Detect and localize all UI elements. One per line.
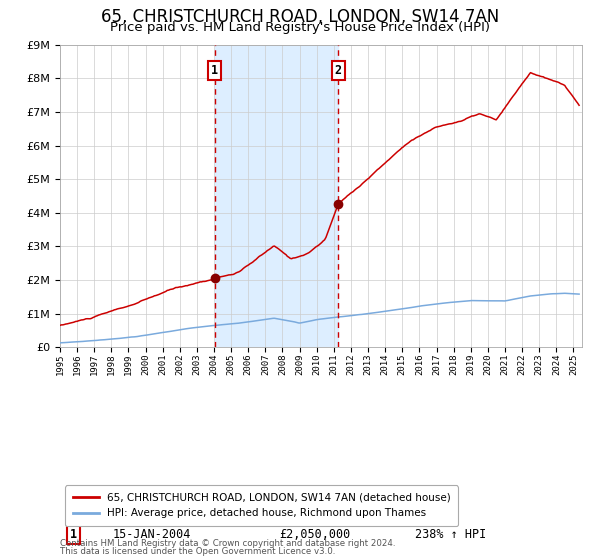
Text: 1: 1 (211, 64, 218, 77)
Text: £2,050,000: £2,050,000 (279, 528, 350, 541)
Text: This data is licensed under the Open Government Licence v3.0.: This data is licensed under the Open Gov… (60, 547, 335, 556)
Text: 65, CHRISTCHURCH ROAD, LONDON, SW14 7AN: 65, CHRISTCHURCH ROAD, LONDON, SW14 7AN (101, 8, 499, 26)
Text: Contains HM Land Registry data © Crown copyright and database right 2024.: Contains HM Land Registry data © Crown c… (60, 539, 395, 548)
Legend: 65, CHRISTCHURCH ROAD, LONDON, SW14 7AN (detached house), HPI: Average price, de: 65, CHRISTCHURCH ROAD, LONDON, SW14 7AN … (65, 486, 458, 526)
Text: Price paid vs. HM Land Registry's House Price Index (HPI): Price paid vs. HM Land Registry's House … (110, 21, 490, 34)
Text: 2: 2 (335, 64, 341, 77)
Text: 238% ↑ HPI: 238% ↑ HPI (415, 528, 486, 541)
Bar (215, 45, 338, 347)
Text: 1: 1 (70, 528, 77, 541)
Text: 15-JAN-2004: 15-JAN-2004 (112, 528, 191, 541)
